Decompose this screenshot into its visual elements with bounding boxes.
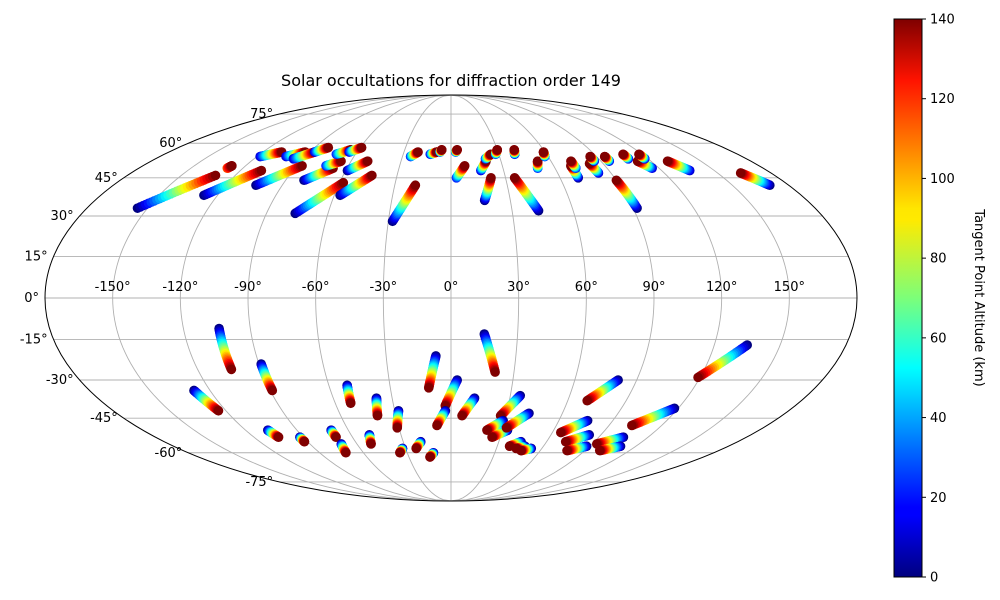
occultation-tracks [132, 142, 775, 462]
occultation-point [299, 436, 310, 447]
occultation-point [213, 405, 224, 416]
occultation-point [367, 170, 377, 181]
occultation-point [538, 147, 549, 157]
colorbar-tick-label: 60 [930, 331, 947, 346]
colorbar [893, 18, 923, 578]
latitude-tick-label: -75° [245, 475, 273, 490]
colorbar-ticks: 0 20 40 60 80 100 120 140 [922, 13, 955, 586]
latitude-tick-label: -45° [90, 411, 118, 426]
occultation-point [366, 439, 376, 449]
longitude-tick-label: 30° [507, 280, 530, 295]
occultation-point [336, 156, 346, 166]
occultation-point [267, 385, 278, 396]
occultation-point [560, 436, 571, 447]
occultation-point [372, 410, 383, 421]
occultation-point [432, 420, 442, 431]
colorbar-label: Tangent Point Altitude (km) [971, 208, 986, 386]
occultation-point [490, 367, 500, 377]
latitude-tick-label: 0° [24, 291, 39, 306]
occultation-point [436, 144, 447, 155]
occultation-point [356, 142, 367, 153]
occultation-point [693, 372, 703, 383]
occultation-point [341, 447, 351, 458]
occultation-point [423, 383, 434, 393]
occultation-point [509, 144, 519, 155]
occultation-point [594, 445, 605, 456]
occultation-point [323, 142, 334, 153]
longitude-tick-label: -90° [234, 280, 262, 295]
colorbar-tick-label: 20 [930, 491, 947, 506]
occultation-point [562, 445, 572, 456]
colorbar-tick-label: 80 [930, 252, 947, 267]
occultation-point [345, 398, 356, 409]
occultation-point [555, 427, 566, 438]
occultation-point [611, 175, 622, 186]
occultation-point [227, 161, 237, 171]
occultation-point [425, 452, 435, 462]
occultation-point [256, 165, 267, 176]
longitude-tick-label: -150° [95, 280, 131, 295]
occultation-point [410, 180, 421, 191]
latitude-tick-label: 30° [51, 209, 74, 224]
latitude-tick-label: 75° [250, 107, 273, 122]
occultation-point [618, 149, 628, 160]
latitude-tick-labels: 75° 60° 45° 30° 15° 0° -15° -30° -45° -60° -75° [20, 107, 273, 490]
longitude-tick-label: 60° [575, 280, 598, 295]
longitude-tick-label: 90° [642, 280, 665, 295]
occultation-point [392, 423, 403, 433]
occultation-point [338, 177, 349, 188]
colorbar-tick-label: 120 [930, 92, 955, 107]
occultation-point [532, 156, 543, 166]
occultation-point [509, 173, 520, 183]
occultation-point [297, 161, 307, 171]
occultation-point [273, 432, 284, 442]
longitude-tick-labels: -150° -120° -90° -60° -30° 0° 30° 60° 90° 120° 150… [95, 280, 805, 295]
occultation-point [486, 173, 496, 183]
occultation-point [452, 144, 462, 155]
longitude-tick-label: -30° [369, 280, 397, 295]
colorbar-tick-label: 140 [930, 13, 955, 28]
chart-title: Solar occultations for diffraction order… [281, 71, 621, 90]
colorbar-tick-label: 0 [930, 571, 938, 586]
occultation-point [634, 149, 644, 160]
latitude-tick-label: 15° [25, 249, 48, 264]
longitude-tick-label: -120° [162, 280, 198, 295]
occultation-point [331, 432, 341, 442]
colorbar-tick-label: 100 [930, 172, 955, 187]
longitude-tick-label: 0° [444, 280, 459, 295]
occultation-point [582, 395, 592, 406]
occultation-point [492, 144, 503, 155]
occultation-point [226, 364, 237, 375]
latitude-tick-label: -60° [155, 446, 183, 461]
occultation-point [735, 168, 746, 178]
occultation-point [413, 147, 423, 157]
occultation-point [566, 156, 576, 166]
longitude-tick-label: -60° [302, 280, 330, 295]
occultation-point [457, 410, 467, 421]
occultation-point [362, 156, 373, 166]
occultation-point [395, 447, 405, 458]
longitude-tick-label: 120° [706, 280, 737, 295]
occultation-point [501, 423, 512, 433]
occultation-point [482, 425, 492, 435]
map-outline [44, 94, 858, 502]
longitude-tick-label: 150° [774, 280, 805, 295]
latitude-tick-label: 45° [95, 171, 118, 186]
occultation-point [662, 156, 673, 166]
occultation-point [599, 151, 610, 162]
latitude-tick-label: -30° [46, 373, 74, 388]
occultation-point [459, 161, 470, 171]
occultation-point [411, 443, 421, 454]
latitude-tick-label: -15° [20, 333, 48, 348]
colorbar-tick-label: 40 [930, 411, 947, 426]
occultation-point [627, 420, 637, 431]
occultation-point [487, 432, 497, 442]
occultation-point [210, 170, 221, 181]
occultation-point [585, 151, 595, 162]
occultation-point [516, 445, 526, 456]
latitude-tick-label: 60° [159, 136, 182, 151]
graticule [45, 94, 857, 502]
